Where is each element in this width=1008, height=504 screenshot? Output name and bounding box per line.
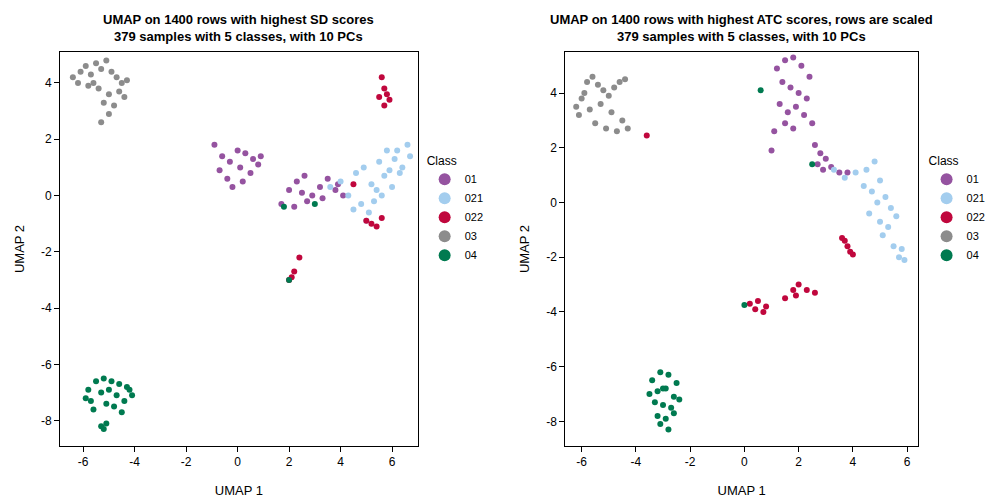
svg-text:04: 04	[967, 249, 979, 261]
svg-text:01: 01	[465, 173, 477, 185]
svg-text:021: 021	[465, 192, 483, 204]
svg-text:-6: -6	[78, 455, 89, 469]
svg-text:-8: -8	[546, 415, 557, 429]
svg-text:-4: -4	[41, 301, 52, 315]
svg-text:-6: -6	[41, 358, 52, 372]
svg-text:2: 2	[286, 455, 293, 469]
svg-text:-2: -2	[685, 455, 696, 469]
svg-text:4: 4	[550, 86, 557, 100]
svg-text:Class: Class	[929, 154, 959, 168]
svg-text:-6: -6	[546, 360, 557, 374]
svg-text:-2: -2	[546, 250, 557, 264]
svg-text:4: 4	[45, 76, 52, 90]
svg-text:UMAP 1: UMAP 1	[718, 483, 766, 498]
svg-text:UMAP on 1400 rows with highest: UMAP on 1400 rows with highest SD scores…	[103, 12, 374, 44]
svg-text:UMAP 2: UMAP 2	[517, 225, 532, 273]
svg-text:-2: -2	[41, 245, 52, 259]
svg-text:UMAP on 1400 rows with highest: UMAP on 1400 rows with highest ATC score…	[550, 12, 933, 44]
svg-text:0: 0	[550, 196, 557, 210]
svg-text:0: 0	[741, 455, 748, 469]
svg-text:4: 4	[850, 455, 857, 469]
svg-text:03: 03	[465, 230, 477, 242]
svg-text:01: 01	[967, 173, 979, 185]
svg-text:UMAP 2: UMAP 2	[12, 225, 27, 273]
svg-text:022: 022	[465, 211, 483, 223]
svg-text:-6: -6	[576, 455, 587, 469]
svg-text:022: 022	[967, 211, 985, 223]
svg-text:4: 4	[337, 455, 344, 469]
svg-text:2: 2	[45, 132, 52, 146]
svg-text:-4: -4	[129, 455, 140, 469]
svg-text:04: 04	[465, 249, 477, 261]
svg-text:6: 6	[904, 455, 911, 469]
svg-text:6: 6	[389, 455, 396, 469]
svg-text:021: 021	[967, 192, 985, 204]
svg-text:2: 2	[795, 455, 802, 469]
svg-text:-2: -2	[181, 455, 192, 469]
svg-text:2: 2	[550, 141, 557, 155]
svg-text:0: 0	[234, 455, 241, 469]
svg-text:0: 0	[45, 189, 52, 203]
svg-text:03: 03	[967, 230, 979, 242]
svg-text:-4: -4	[546, 305, 557, 319]
svg-text:Class: Class	[427, 154, 457, 168]
svg-text:-4: -4	[631, 455, 642, 469]
svg-text:UMAP 1: UMAP 1	[215, 483, 263, 498]
svg-text:-8: -8	[41, 414, 52, 428]
